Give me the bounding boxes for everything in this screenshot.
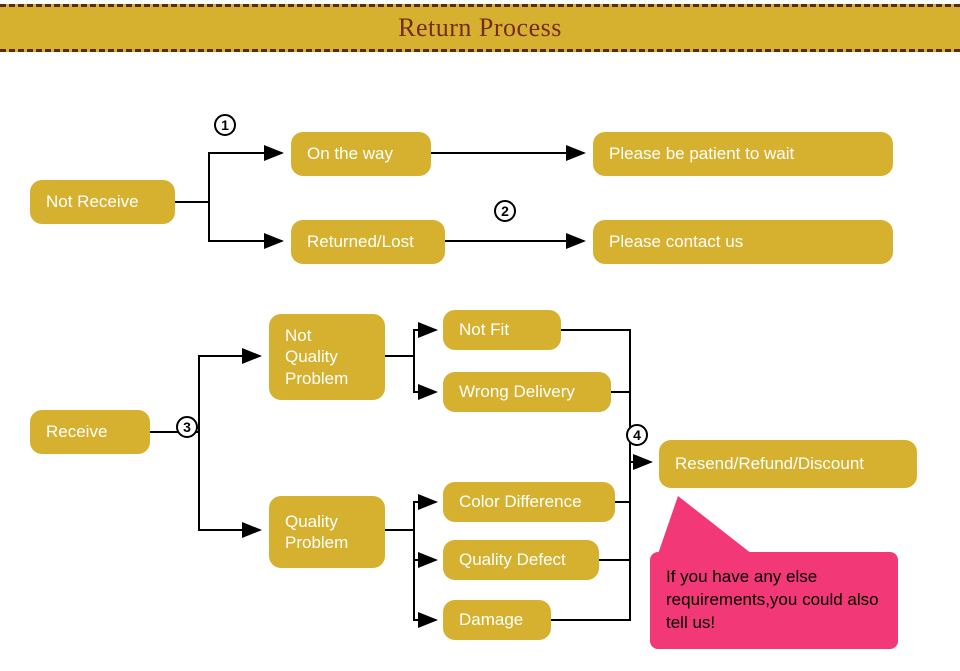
node-label: Not Receive bbox=[46, 191, 139, 212]
node-label: Receive bbox=[46, 421, 107, 442]
callout-text: If you have any else requirements,you co… bbox=[666, 567, 879, 632]
speech-tail-icon bbox=[658, 496, 752, 554]
node-label: On the way bbox=[307, 143, 393, 164]
node-color-difference: Color Difference bbox=[443, 482, 615, 522]
step-marker-1: 1 bbox=[214, 114, 236, 136]
node-label: Quality Defect bbox=[459, 549, 566, 570]
node-not-receive: Not Receive bbox=[30, 180, 175, 224]
node-contact: Please contact us bbox=[593, 220, 893, 264]
banner-title: Return Process bbox=[398, 13, 562, 43]
node-receive: Receive bbox=[30, 410, 150, 454]
node-label: Not Fit bbox=[459, 319, 509, 340]
node-label: Resend/Refund/Discount bbox=[675, 453, 864, 474]
node-wrong-delivery: Wrong Delivery bbox=[443, 372, 611, 412]
node-not-quality-problem: Not Quality Problem bbox=[269, 314, 385, 400]
banner: Return Process bbox=[0, 4, 960, 52]
node-label: Please contact us bbox=[609, 231, 743, 252]
node-label: Color Difference bbox=[459, 491, 582, 512]
step-marker-2: 2 bbox=[494, 200, 516, 222]
node-label: Please be patient to wait bbox=[609, 143, 794, 164]
callout-note: If you have any else requirements,you co… bbox=[650, 552, 898, 649]
step-marker-4: 4 bbox=[626, 424, 648, 446]
node-label: Damage bbox=[459, 609, 523, 630]
node-on-the-way: On the way bbox=[291, 132, 431, 176]
node-resolution: Resend/Refund/Discount bbox=[659, 440, 917, 488]
marker-label: 2 bbox=[501, 203, 509, 219]
node-returned-lost: Returned/Lost bbox=[291, 220, 445, 264]
node-wait: Please be patient to wait bbox=[593, 132, 893, 176]
node-not-fit: Not Fit bbox=[443, 310, 561, 350]
node-label: Wrong Delivery bbox=[459, 381, 575, 402]
step-marker-3: 3 bbox=[176, 416, 198, 438]
marker-label: 4 bbox=[633, 427, 641, 443]
node-label: Not Quality Problem bbox=[285, 325, 348, 389]
node-label: Quality Problem bbox=[285, 511, 348, 554]
node-quality-defect: Quality Defect bbox=[443, 540, 599, 580]
node-damage: Damage bbox=[443, 600, 551, 640]
marker-label: 3 bbox=[183, 419, 191, 435]
node-quality-problem: Quality Problem bbox=[269, 496, 385, 568]
node-label: Returned/Lost bbox=[307, 231, 414, 252]
marker-label: 1 bbox=[221, 117, 229, 133]
